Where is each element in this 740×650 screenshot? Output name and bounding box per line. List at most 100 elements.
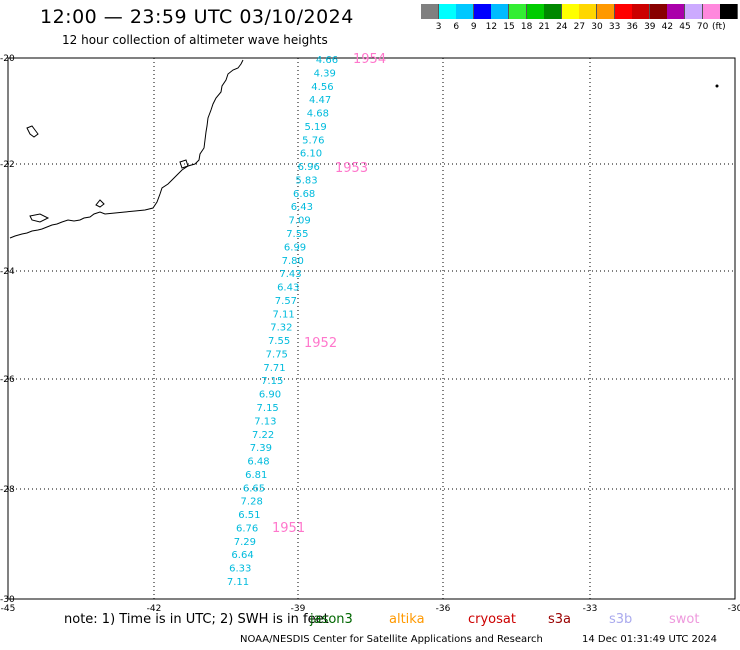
wave-height-label: 4.56 (311, 82, 333, 93)
scale-label: 27 (573, 22, 586, 32)
satellite-legend-item: s3b (609, 612, 633, 627)
wave-height-label: 6.43 (277, 283, 299, 294)
scale-label: 30 (591, 22, 603, 32)
wave-height-label: 6.43 (291, 202, 313, 213)
scale-label: 18 (520, 22, 533, 32)
scale-label: 36 (626, 22, 638, 32)
scale-label: 42 (661, 22, 674, 32)
coastline (9, 59, 244, 239)
wave-height-label: 7.11 (227, 577, 249, 588)
latitude-labels: -20 -22 -24 -26 -28 -30 (0, 54, 15, 605)
map-grid (7, 57, 736, 600)
scale-swatch (456, 4, 475, 19)
scale-label: 15 (503, 22, 515, 32)
scale-swatch (632, 4, 651, 19)
wave-height-label: 7.55 (268, 336, 290, 347)
wave-height-label: 6.10 (300, 149, 322, 160)
wave-height-label: 6.33 (229, 564, 251, 575)
longitude-label: -39 (291, 604, 306, 614)
scale-swatch (438, 4, 457, 19)
coastline-lagoon (29, 159, 189, 223)
wave-height-label: 4.66 (316, 55, 338, 66)
wave-height-label: 7.11 (273, 309, 295, 320)
latitude-label: -22 (0, 160, 15, 170)
wave-height-label: 7.57 (275, 296, 297, 307)
pass-time-labels: 1954 1953 1952 1951 (272, 52, 386, 536)
wave-height-label: 7.39 (250, 443, 272, 454)
satellite-legend-item: cryosat (468, 612, 516, 627)
wave-height-label: 6.48 (247, 457, 269, 468)
wave-height-label: 7.55 (286, 229, 308, 240)
credit-text: NOAA/NESDIS Center for Satellite Applica… (240, 634, 543, 645)
wave-height-label: 6.96 (298, 162, 320, 173)
latitude-label: -26 (0, 375, 15, 385)
latitude-label: -28 (0, 485, 15, 495)
longitude-label: -30 (728, 604, 740, 614)
island-dot (715, 84, 719, 88)
scale-swatch (491, 4, 510, 19)
scale-label: 3 (435, 22, 442, 32)
latitude-label: -30 (0, 595, 15, 605)
scale-label: 24 (556, 22, 568, 32)
page-title: 12:00 — 23:59 UTC 03/10/2024 (40, 6, 354, 28)
latitude-label: -20 (0, 54, 15, 64)
wave-height-label: 6.68 (293, 189, 315, 200)
longitude-labels: -45 -42 -39 -36 -33 -30 (1, 604, 740, 614)
wave-height-label: 4.68 (307, 109, 329, 120)
wave-height-label: 7.80 (282, 256, 304, 267)
scale-label: 33 (608, 22, 621, 32)
scale-swatch (561, 4, 580, 19)
wave-height-label: 6.81 (245, 470, 267, 481)
wave-height-label: 7.22 (252, 430, 274, 441)
scale-label: 39 (644, 22, 656, 32)
note-text: note: 1) Time is in UTC; 2) SWH is in fe… (64, 612, 329, 627)
wave-height-label: 7.71 (263, 363, 285, 374)
scale-label: 9 (470, 22, 477, 32)
scale-swatch (509, 4, 527, 19)
scale-label: 45 (679, 22, 691, 32)
latitude-label: -24 (0, 267, 15, 277)
wave-height-label: 6.76 (236, 523, 258, 534)
page-subtitle: 12 hour collection of altimeter wave hei… (62, 33, 328, 47)
scale-swatch (667, 4, 686, 19)
longitude-label: -36 (436, 604, 451, 614)
wave-height-label: 5.19 (304, 122, 326, 133)
island (26, 125, 39, 138)
wave-height-label: 6.64 (231, 550, 253, 561)
pass-time-label: 1952 (304, 336, 337, 351)
wave-height-label: 4.47 (309, 95, 331, 106)
pass-time-label: 1954 (353, 52, 386, 67)
pass-time-label: 1953 (335, 161, 368, 176)
scale-swatch (649, 4, 668, 19)
scale-swatch (526, 4, 545, 19)
satellite-legend-item: s3a (548, 612, 572, 627)
scale-label: 21 (538, 22, 550, 32)
wave-height-label: 7.29 (234, 537, 256, 548)
wave-height-label: 6.99 (284, 242, 306, 253)
wave-height-label: 7.15 (257, 403, 279, 414)
timestamp-text: 14 Dec 01:31:49 UTC 2024 (582, 634, 717, 645)
scale-label: 12 (485, 22, 498, 32)
scale-unit-label: (ft) (712, 22, 726, 32)
longitude-label: -45 (1, 604, 16, 614)
scale-swatch (579, 4, 598, 19)
wave-height-label: 7.15 (261, 376, 283, 387)
wave-height-label: 7.75 (266, 349, 288, 360)
scale-swatch (720, 4, 739, 19)
scale-swatch (597, 4, 615, 19)
longitude-label: -42 (147, 604, 162, 614)
wave-height-label: 7.13 (254, 416, 276, 427)
scale-label: 70 (696, 22, 709, 32)
scale-swatch (614, 4, 633, 19)
pass-time-label: 1951 (272, 521, 305, 536)
satellite-legend-item: swot (669, 612, 700, 627)
wave-height-label: 6.90 (259, 390, 281, 401)
scale-swatch (702, 4, 721, 19)
wave-height-label: 7.28 (241, 497, 263, 508)
scale-swatch (544, 4, 563, 19)
wave-height-label: 7.43 (279, 269, 301, 280)
scale-swatch (421, 4, 439, 19)
scale-label: 6 (453, 22, 460, 32)
scale-swatch (473, 4, 492, 19)
